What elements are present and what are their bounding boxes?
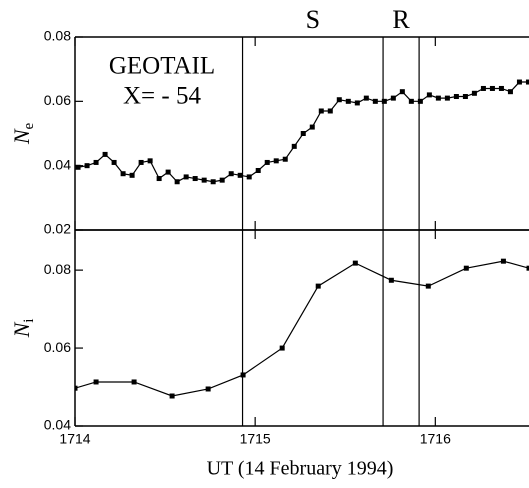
data-point xyxy=(345,98,351,104)
data-point xyxy=(219,177,225,183)
data-point xyxy=(525,79,529,85)
data-line xyxy=(75,260,529,397)
data-point xyxy=(291,143,297,149)
data-point xyxy=(526,265,529,271)
data-point xyxy=(462,94,468,100)
data-point xyxy=(279,345,285,351)
region-label: R xyxy=(392,5,410,34)
data-point xyxy=(390,95,396,101)
data-point xyxy=(156,176,162,182)
data-point xyxy=(205,386,211,392)
data-point xyxy=(169,393,175,399)
data-point xyxy=(240,372,246,378)
data-point xyxy=(102,151,108,157)
data-point xyxy=(444,95,450,101)
data-point xyxy=(93,379,99,385)
data-point xyxy=(315,283,321,289)
data-point xyxy=(75,385,78,391)
y-tick-label: 0.04 xyxy=(44,156,71,172)
x-tick-label: 1716 xyxy=(420,431,451,447)
data-point xyxy=(463,265,469,271)
data-point xyxy=(453,94,459,100)
x-tick-label: 1715 xyxy=(240,431,271,447)
y-label-main: N xyxy=(9,128,34,145)
data-point xyxy=(120,171,126,177)
data-point xyxy=(84,163,90,169)
data-point xyxy=(480,85,486,91)
data-point xyxy=(165,169,171,175)
data-point xyxy=(129,172,135,178)
data-point xyxy=(131,379,137,385)
data-point xyxy=(210,179,216,185)
y-label-sub: e xyxy=(21,122,37,129)
data-point xyxy=(237,172,243,178)
data-point xyxy=(498,85,504,91)
data-point xyxy=(471,90,477,96)
annotation: X= - 54 xyxy=(123,83,201,110)
y-tick-label: 0.08 xyxy=(44,261,71,277)
y-tick-label: 0.04 xyxy=(44,417,71,433)
data-point xyxy=(354,100,360,106)
data-point xyxy=(318,108,324,114)
y-tick-label: 0.06 xyxy=(44,339,71,355)
data-point xyxy=(399,89,405,95)
data-point xyxy=(183,174,189,180)
data-point xyxy=(352,260,358,266)
data-point xyxy=(75,164,81,170)
data-point xyxy=(425,283,431,289)
data-point xyxy=(500,258,506,264)
data-point xyxy=(327,108,333,114)
data-point xyxy=(264,159,270,165)
data-point xyxy=(174,179,180,185)
y-label-main: N xyxy=(9,321,34,338)
data-point xyxy=(435,95,441,101)
y-tick-label: 0.06 xyxy=(44,92,71,108)
data-point xyxy=(417,98,423,104)
data-point xyxy=(516,79,522,85)
y-tick-label: 0.08 xyxy=(44,28,71,44)
data-point xyxy=(192,176,198,182)
data-point xyxy=(507,89,513,95)
region-label: S xyxy=(306,5,320,34)
y-axis-label: Ne xyxy=(9,122,37,145)
data-point xyxy=(388,277,394,283)
data-point xyxy=(138,159,144,165)
data-point xyxy=(336,97,342,103)
data-point xyxy=(381,98,387,104)
data-point xyxy=(228,171,234,177)
data-point xyxy=(93,159,99,165)
data-point xyxy=(273,158,279,164)
annotation: GEOTAIL xyxy=(109,53,215,80)
data-point xyxy=(300,131,306,136)
data-point xyxy=(363,95,369,101)
y-axis-label: Ni xyxy=(9,319,37,339)
data-point xyxy=(426,92,432,98)
plot-area xyxy=(75,258,529,399)
data-point xyxy=(246,174,252,180)
data-point xyxy=(111,159,117,165)
plot-area xyxy=(75,79,529,185)
y-label-sub: i xyxy=(21,319,37,323)
y-tick-label: 0.02 xyxy=(44,221,71,237)
data-point xyxy=(309,124,315,130)
data-point xyxy=(255,167,261,173)
data-point xyxy=(408,98,414,104)
x-tick-label: 1714 xyxy=(59,431,90,447)
data-point xyxy=(282,156,288,162)
data-point xyxy=(201,177,207,183)
data-point xyxy=(489,85,495,91)
x-axis-label: UT (14 February 1994) xyxy=(207,458,394,480)
data-point xyxy=(147,158,153,164)
data-point xyxy=(372,98,378,104)
